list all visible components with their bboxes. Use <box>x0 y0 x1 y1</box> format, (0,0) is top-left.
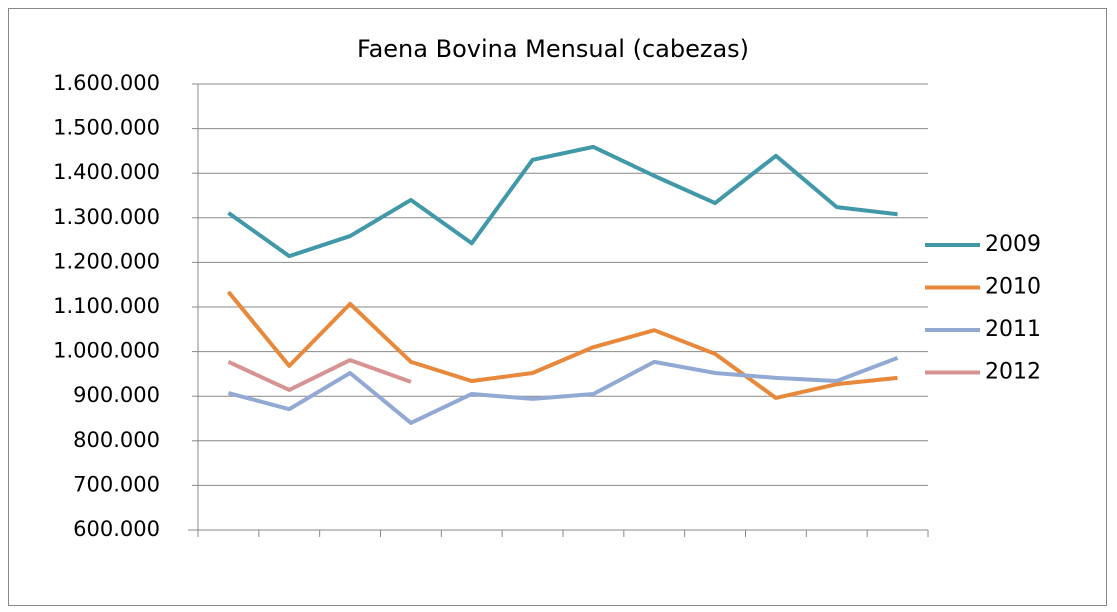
y-tick-label: 1.500.000 <box>53 116 160 140</box>
series-line <box>227 355 899 425</box>
y-tick-label: 1.100.000 <box>53 294 160 318</box>
legend-label: 2009 <box>985 232 1041 257</box>
y-tick-label: 700.000 <box>73 472 160 496</box>
y-tick-label: 1.200.000 <box>53 249 160 273</box>
chart-title: Faena Bovina Mensual (cabezas) <box>357 35 749 63</box>
legend-label: 2011 <box>985 317 1041 342</box>
legend-label: 2012 <box>985 360 1041 385</box>
y-tick-label: 900.000 <box>73 383 160 407</box>
y-tick-label: 800.000 <box>73 428 160 452</box>
series-line <box>226 290 898 400</box>
legend-label: 2010 <box>985 275 1041 300</box>
series-line <box>227 144 898 259</box>
y-tick-label: 1.300.000 <box>53 205 160 229</box>
y-tick-label: 1.400.000 <box>53 160 160 184</box>
y-tick-label: 1.600.000 <box>53 71 160 95</box>
y-tick-label: 1.000.000 <box>53 339 160 363</box>
series-line <box>227 358 412 392</box>
y-tick-label: 600.000 <box>73 517 160 541</box>
